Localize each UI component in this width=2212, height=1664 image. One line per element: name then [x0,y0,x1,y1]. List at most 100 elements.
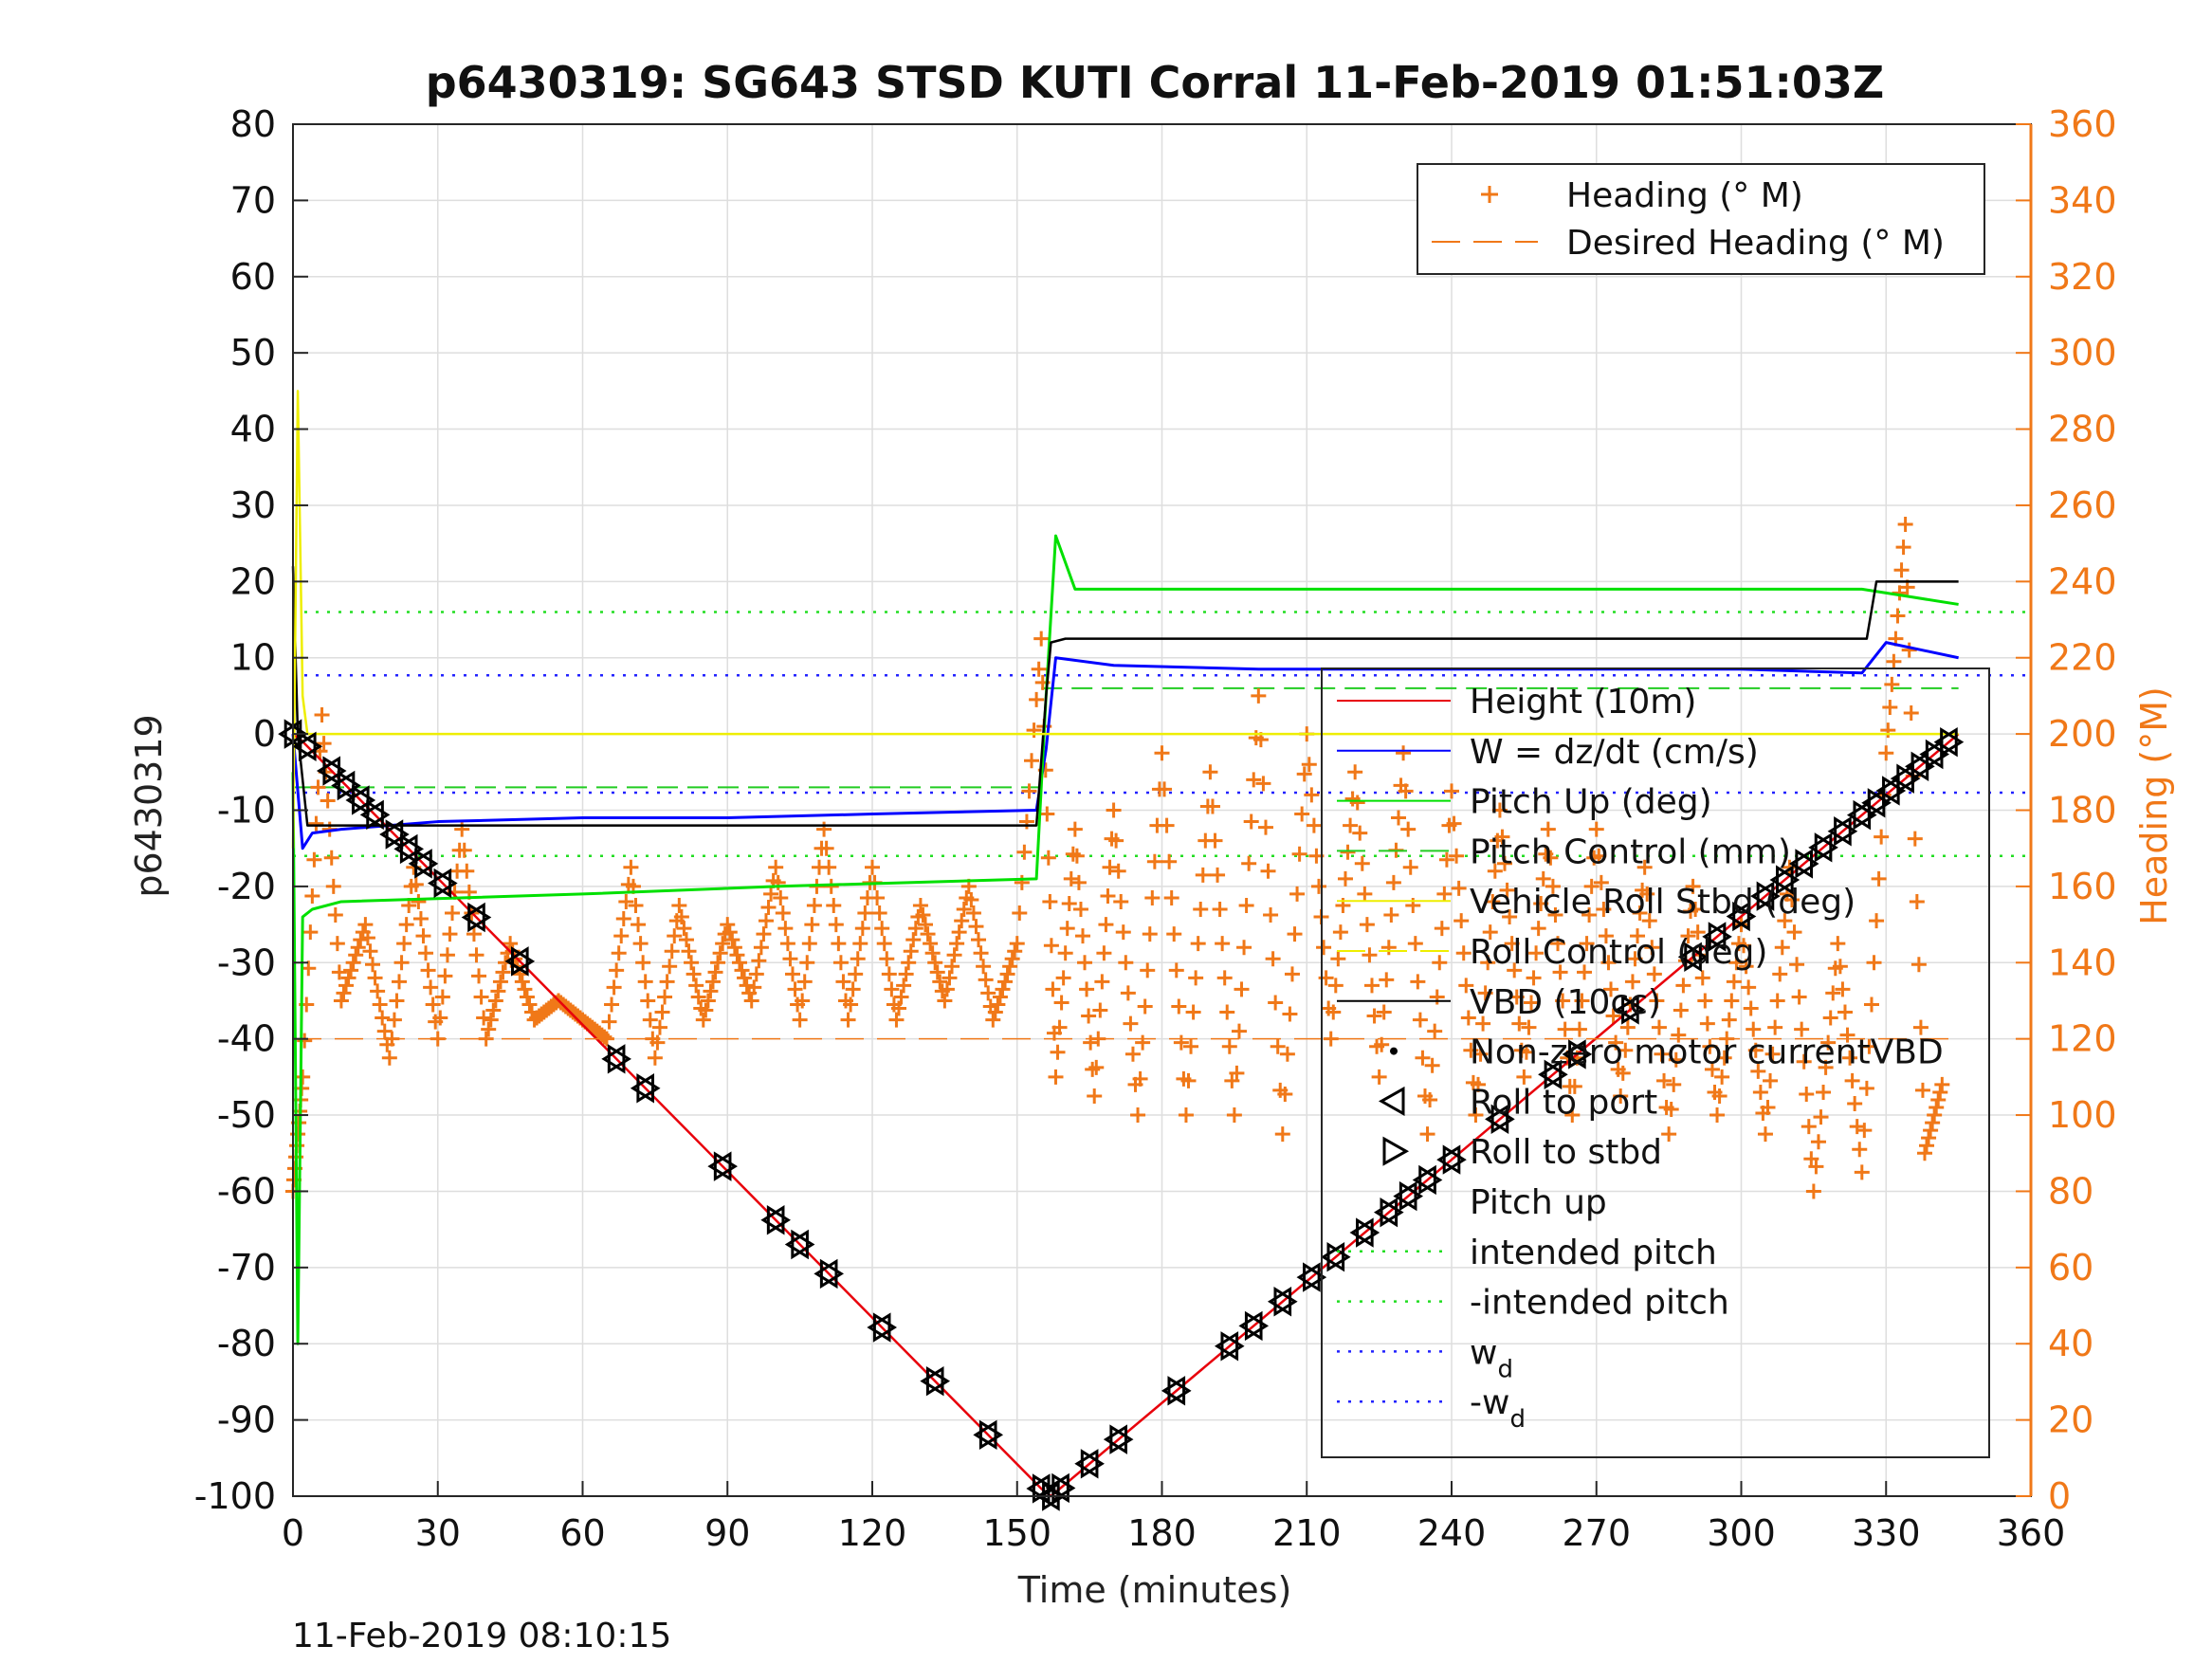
y2-tick-label: 100 [2048,1094,2117,1136]
heading-point [1743,1000,1759,1016]
x-tick-label: 90 [704,1512,750,1554]
heading-point [818,840,834,856]
roll-to-stbd-marker [433,868,458,899]
heading-point [1752,1084,1768,1100]
roll-to-stbd-marker [1925,739,1950,770]
heading-point [1053,995,1069,1011]
heading-point [1673,1002,1689,1018]
roll-to-stbd-marker [1220,1331,1245,1362]
heading-point [1087,1088,1103,1104]
roll-to-stbd-marker [298,731,323,762]
heading-point [1327,978,1344,994]
heading-point [1471,1076,1486,1092]
heading-point [700,993,716,1009]
heading-point [1132,1070,1148,1087]
heading-point [1106,802,1122,818]
heading-point [1171,998,1187,1015]
heading-point [1436,886,1453,902]
heading-point [1818,1059,1834,1075]
roll-to-port-marker [1412,1164,1436,1196]
roll-to-stbd-marker [1910,751,1935,782]
heading-point [1820,1034,1837,1051]
heading-point [348,947,364,963]
heading-point [1893,562,1910,578]
heading-point [1083,1034,1099,1051]
heading-point [784,966,800,982]
heading-point [1468,1107,1484,1124]
y-tick-label: 80 [230,103,276,145]
heading-point [503,936,519,952]
heading-point [918,917,934,933]
heading-point [628,897,644,913]
heading-point [466,926,482,942]
roll-to-port-marker [1750,881,1775,911]
heading-point [997,974,1014,990]
y-tick-label: -10 [217,790,276,832]
heading-point [442,926,458,942]
heading-point [1791,989,1807,1005]
legend-main-label-text: w [1470,1333,1497,1372]
roll-to-stbd-marker [1756,881,1781,911]
roll-to-stbd-marker [1303,1262,1327,1292]
heading-point [698,1002,714,1018]
heading-point [1004,951,1020,967]
heading-point [1810,1134,1826,1150]
heading-point [1163,889,1179,905]
heading-point [1724,993,1740,1009]
roll-marker [1538,1059,1568,1090]
heading-point [923,936,939,952]
heading-point [1801,1119,1817,1135]
heading-point [314,707,330,723]
heading-point [1508,989,1525,1005]
roll-marker [292,731,323,762]
heading-point [425,997,441,1013]
heading-point [495,964,511,980]
legend-main-label: Roll to port [1470,1083,1657,1122]
roll-to-stbd-marker [1940,726,1965,758]
heading-point [295,1069,311,1085]
heading-point [1325,1004,1342,1020]
heading-point [1516,1069,1532,1085]
y2-axis-label: Heading (°M) [2133,686,2175,925]
roll-to-stbd-marker [1356,1217,1380,1248]
heading-point [1289,886,1306,902]
heading-point [845,981,861,997]
heading-point [823,878,839,894]
roll-to-stbd-marker [791,1229,815,1260]
heading-point [1557,1021,1573,1037]
heading-point [1216,970,1233,986]
heading-point [795,993,811,1009]
roll-marker [760,1205,791,1235]
heading-point [1379,972,1395,988]
heading-point [1511,1015,1527,1032]
heading-point [1813,1109,1829,1125]
heading-point [1050,1044,1066,1060]
heading-point [1494,829,1510,845]
heading-point [1844,1072,1860,1088]
roll-marker [345,785,376,815]
heading-point [1166,926,1182,942]
heading-point [1627,951,1643,967]
roll-to-port-marker [1296,1262,1321,1292]
heading-point [1014,874,1030,890]
heading-point [1934,1076,1950,1092]
heading-point [370,983,386,999]
heading-point [1337,870,1353,887]
legend-main-label-text: Pitch Up (deg) [1470,783,1712,822]
heading-point [1040,850,1056,866]
heading-point [1856,1123,1873,1139]
heading-point [1550,936,1566,952]
heading-point [1786,924,1802,941]
roll-marker [1074,1449,1105,1479]
heading-point [1555,993,1571,1009]
heading-point [1102,859,1118,875]
heading-point [787,981,803,997]
heading-point [1651,1019,1667,1035]
heading-point [1566,1078,1582,1094]
heading-point [521,997,538,1013]
heading-point [1728,955,1745,971]
heading-point [1304,787,1320,803]
heading-point [1750,1063,1766,1079]
legend-main-label-text: -w [1470,1383,1509,1422]
